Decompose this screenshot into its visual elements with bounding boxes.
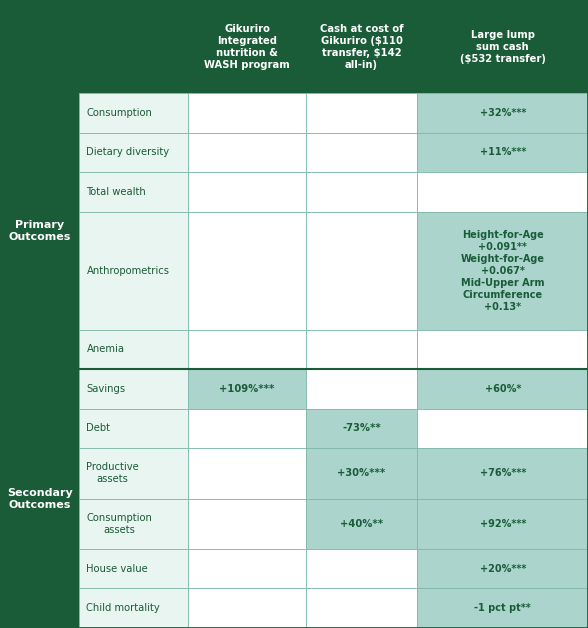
Bar (306, 212, 417, 330)
Bar (306, 172, 417, 212)
Bar (188, 588, 306, 628)
Bar (417, 212, 588, 330)
Text: Debt: Debt (86, 423, 111, 433)
Bar (417, 409, 588, 448)
Bar (188, 499, 306, 549)
Text: +20%***: +20%*** (480, 563, 526, 573)
Bar (306, 330, 417, 369)
Bar (306, 0, 588, 93)
Bar (417, 588, 588, 628)
Bar (79, 172, 188, 212)
Text: House value: House value (86, 563, 148, 573)
Bar (417, 330, 588, 369)
Bar (79, 93, 188, 133)
Bar (188, 549, 306, 588)
Text: Consumption: Consumption (86, 108, 152, 118)
Text: Cash at cost of
Gikuriro ($110
transfer, $142
all-in): Cash at cost of Gikuriro ($110 transfer,… (320, 23, 403, 70)
Text: Dietary diversity: Dietary diversity (86, 148, 169, 158)
Bar (306, 369, 417, 409)
Bar (0, 369, 79, 628)
Bar (188, 0, 306, 93)
Text: Height-for-Age
+0.091**
Weight-for-Age
+0.067*
Mid-Upper Arm
Circumference
+0.13: Height-for-Age +0.091** Weight-for-Age +… (461, 230, 544, 311)
Text: +109%***: +109%*** (219, 384, 275, 394)
Bar (79, 369, 188, 409)
Text: +30%***: +30%*** (338, 468, 386, 479)
Bar (306, 448, 417, 499)
Bar (0, 93, 79, 369)
Bar (417, 369, 588, 409)
Bar (188, 212, 306, 330)
Bar (79, 549, 188, 588)
Bar (188, 409, 306, 448)
Bar (188, 330, 306, 369)
Bar (417, 549, 588, 588)
Text: -1 pct pt**: -1 pct pt** (475, 604, 531, 613)
Text: +92%***: +92%*** (480, 519, 526, 529)
Text: +40%**: +40%** (340, 519, 383, 529)
Bar (417, 133, 588, 172)
Bar (306, 93, 417, 133)
Bar (306, 499, 417, 549)
Bar (188, 93, 306, 133)
Text: Anthropometrics: Anthropometrics (86, 266, 169, 276)
Bar (79, 330, 188, 369)
Text: Anemia: Anemia (86, 344, 125, 354)
Text: Total wealth: Total wealth (86, 187, 146, 197)
Text: Large lump
sum cash
($532 transfer): Large lump sum cash ($532 transfer) (460, 30, 546, 63)
Bar (0, 0, 79, 93)
Text: Savings: Savings (86, 384, 126, 394)
Bar (188, 172, 306, 212)
Bar (306, 409, 417, 448)
Text: Gikuriro
Integrated
nutrition &
WASH program: Gikuriro Integrated nutrition & WASH pro… (204, 23, 290, 70)
Bar (79, 448, 188, 499)
Bar (79, 409, 188, 448)
Bar (188, 448, 306, 499)
Bar (306, 133, 417, 172)
Bar (417, 448, 588, 499)
Text: +60%*: +60%* (485, 384, 521, 394)
Text: +11%***: +11%*** (480, 148, 526, 158)
Text: +76%***: +76%*** (480, 468, 526, 479)
Bar (188, 133, 306, 172)
Bar (79, 499, 188, 549)
Bar (417, 93, 588, 133)
Bar (306, 588, 417, 628)
Text: Productive
assets: Productive assets (86, 462, 139, 484)
Text: Secondary
Outcomes: Secondary Outcomes (7, 487, 72, 509)
Text: Consumption
assets: Consumption assets (86, 512, 152, 534)
Bar (417, 172, 588, 212)
Bar (79, 212, 188, 330)
Bar (306, 549, 417, 588)
Text: -73%**: -73%** (342, 423, 381, 433)
Bar (79, 0, 188, 93)
Text: +32%***: +32%*** (480, 108, 526, 118)
Bar (79, 133, 188, 172)
Bar (188, 369, 306, 409)
Bar (417, 499, 588, 549)
Text: Child mortality: Child mortality (86, 604, 160, 613)
Bar (79, 588, 188, 628)
Text: Primary
Outcomes: Primary Outcomes (8, 220, 71, 242)
